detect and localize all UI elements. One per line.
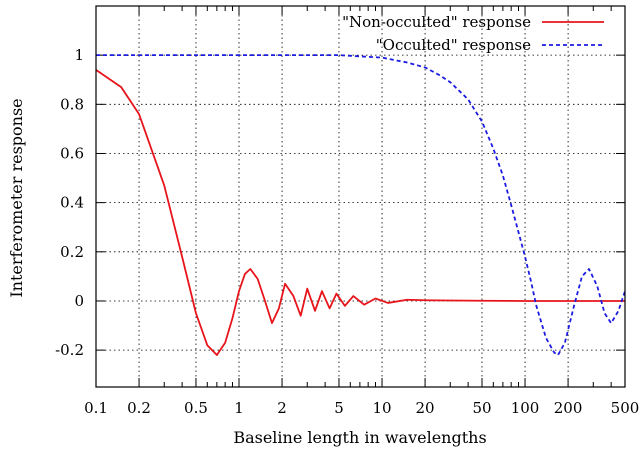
y-tick-labels: 1 0.8 0.6 0.4 0.2 0 -0.2 [55,46,84,359]
y-tick-label: 0.6 [60,144,84,162]
legend-label-occulted: "Occulted" response [376,36,531,54]
series-lines [95,54,626,356]
grid [96,6,625,387]
x-tick-label: 2 [277,399,287,417]
y-tick-label: 0 [74,292,84,310]
plot-frame [95,5,626,388]
x-tick-label: 0.2 [127,399,151,417]
x-axis-title: Baseline length in wavelengths [233,428,486,447]
x-tick-label: 50 [472,399,491,417]
x-tick-label: 10 [372,399,391,417]
x-tick-labels: 0.1 0.2 0.5 1 2 5 10 20 50 100 200 500 [84,399,639,417]
series-line-occulted [96,54,626,356]
series-line-non-occulted [95,69,625,356]
y-tick-label: -0.2 [55,341,84,359]
x-tick-label: 5 [334,399,344,417]
y-tick-label: 0.2 [60,243,84,261]
x-tick-label: 100 [511,399,540,417]
x-tick-label: 0.1 [84,399,108,417]
y-tick-label: 0.8 [60,95,84,113]
y-tick-label: 1 [74,46,84,64]
x-tick-label: 1 [234,399,244,417]
x-tick-label: 0.5 [184,399,208,417]
x-tick-label: 20 [416,399,435,417]
y-axis-title: Interferometer response [7,98,26,297]
legend-label-non-occulted: "Non-occulted" response [342,13,531,31]
x-tick-label: 500 [611,399,640,417]
axis-ticks [95,6,626,387]
x-tick-label: 200 [554,399,583,417]
y-tick-label: 0.4 [60,194,84,212]
legend: "Non-occulted" response "Occulted" respo… [342,13,604,54]
